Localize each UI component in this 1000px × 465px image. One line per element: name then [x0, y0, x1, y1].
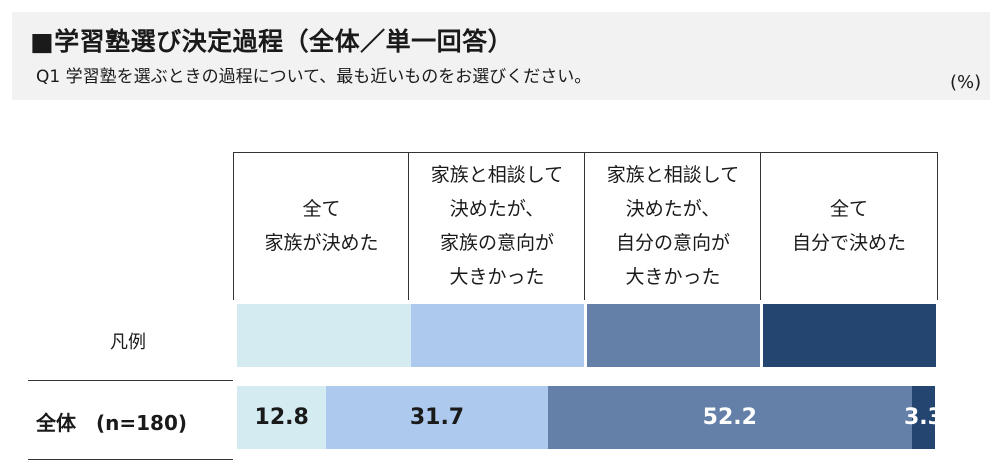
- unit-label: (%): [950, 72, 982, 93]
- bar-segment-2: [326, 386, 548, 449]
- row-label-total: 全体 (n=180): [36, 411, 188, 435]
- page-title: ■学習塾選び決定過程（全体／単一回答）: [30, 27, 514, 56]
- column-header-top-rule: [233, 152, 937, 153]
- legend-header-2: 家族と相談して 決めたが、 家族の意向が 大きかった: [408, 152, 585, 300]
- legend-header-4: 全て 自分で決めた: [760, 152, 938, 300]
- legend-swatch-4: [763, 304, 936, 367]
- bar-segment-4: [911, 386, 935, 449]
- question-text: Q1 学習塾を選ぶときの過程について、最も近いものをお選びください。: [36, 67, 592, 87]
- legend-header-text-2: 家族と相談して 決めたが、 家族の意向が 大きかった: [430, 164, 564, 288]
- bar-value-label-4: 3.3: [903, 405, 935, 430]
- row-divider-bottom: [28, 459, 233, 460]
- row-divider-top: [28, 380, 233, 381]
- legend-header-text-1: 全て 家族が決めた: [264, 198, 379, 254]
- legend-header-text-3: 家族と相談して 決めたが、 自分の意向が 大きかった: [606, 164, 740, 288]
- legend-header-text-4: 全て 自分で決めた: [791, 198, 906, 254]
- legend-label: 凡例: [110, 332, 146, 353]
- legend-swatch-3: [587, 304, 760, 367]
- stacked-bar-total: 12.8 31.7 52.2 3.3: [237, 386, 935, 449]
- legend-header-1: 全て 家族が決めた: [233, 152, 409, 300]
- legend-swatch-2: [411, 304, 584, 367]
- bar-segment-1: [237, 386, 327, 449]
- bar-segment-3: [547, 386, 912, 449]
- bar-value-label-1: 12.8: [254, 405, 309, 430]
- bar-value-label-3: 52.2: [702, 405, 757, 430]
- header-panel: [12, 12, 990, 100]
- legend-swatch-1: [237, 304, 412, 367]
- legend-header-3: 家族と相談して 決めたが、 自分の意向が 大きかった: [584, 152, 761, 300]
- bar-value-label-2: 31.7: [409, 405, 465, 430]
